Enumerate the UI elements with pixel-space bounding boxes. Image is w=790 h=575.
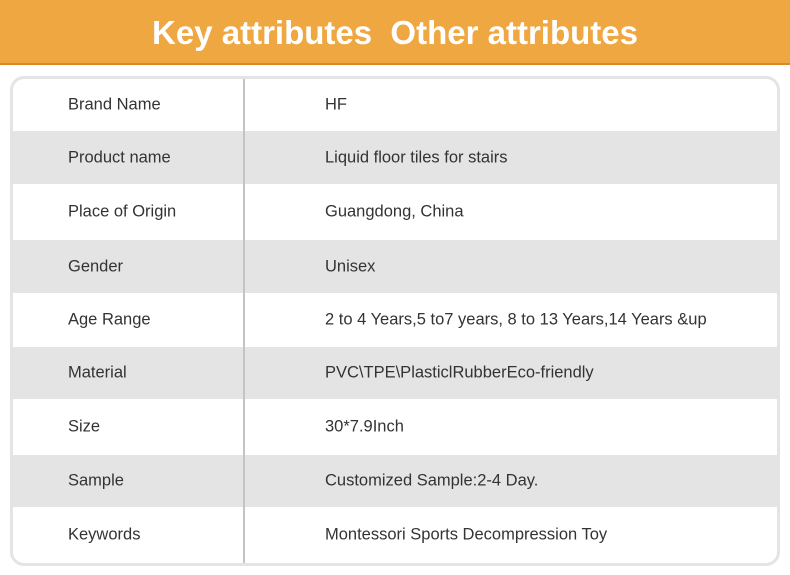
attribute-value: 30*7.9Inch [325, 417, 404, 436]
attribute-label: Sample [68, 471, 124, 490]
attribute-value: Unisex [325, 257, 376, 275]
attribute-value: PVC\TPE\PlasticlRubberEco-friendly [325, 363, 594, 382]
attribute-label: Brand Name [68, 95, 161, 114]
table-row: Sample Customized Sample:2-4 Day. [13, 455, 777, 507]
table-row: Product name Liquid floor tiles for stair… [13, 131, 777, 184]
attribute-label: Gender [68, 257, 124, 275]
table-row: Size 30*7.9Inch [13, 399, 777, 455]
attribute-label: Material [68, 363, 127, 382]
column-divider [243, 79, 245, 563]
attribute-label: Age Range [68, 310, 151, 329]
attribute-label: Place of Origin [68, 202, 177, 221]
attribute-label: Keywords [68, 525, 141, 544]
attribute-value: Liquid floor tiles for stairs [325, 148, 508, 166]
attribute-label: Size [68, 417, 101, 436]
table-row: Material PVC\TPE\PlasticlRubberEco-friend… [13, 347, 777, 399]
attribute-value: 2 to 4 Years,5 to7 years, 8 to 13 Years,… [325, 310, 707, 329]
table-row: Place of Origin Guangdong, China [13, 184, 777, 240]
attribute-value: HF [325, 95, 347, 114]
section-header: Key attributes Other attributes [0, 0, 790, 65]
attribute-value: Customized Sample:2-4 Day. [325, 471, 539, 490]
attribute-label: Product name [68, 148, 171, 166]
table-row: Age Range 2 to 4 Years,5 to7 years, 8 to … [13, 293, 777, 347]
table-row: Brand Name HF [13, 79, 777, 131]
attributes-table: Brand Name HF Product name Liquid floor ti… [10, 76, 780, 566]
table-row: Keywords Montessori Sports Decompression … [13, 507, 777, 563]
attribute-value: Montessori Sports Decompression Toy [325, 525, 608, 544]
attribute-value: Guangdong, China [325, 202, 464, 221]
table-row: Gender Unisex [13, 240, 777, 293]
